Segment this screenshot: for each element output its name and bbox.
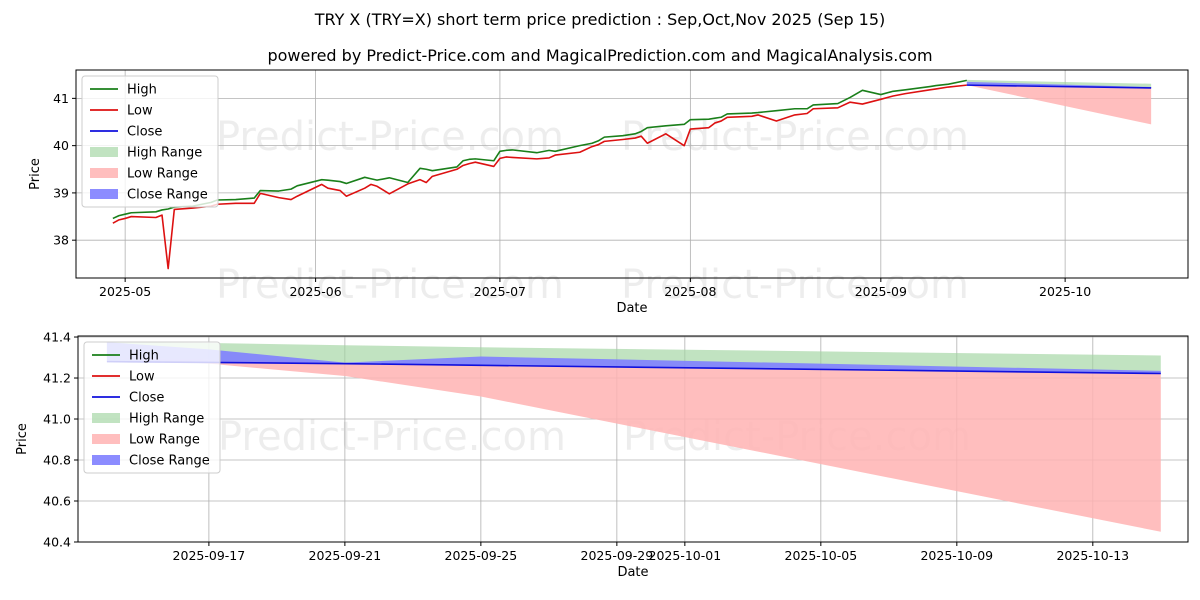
legend-swatch — [92, 455, 120, 465]
legend-label: Close — [127, 125, 162, 140]
y-tick-label: 39 — [53, 185, 69, 200]
y-tick-label: 40.6 — [43, 494, 71, 509]
y-tick-label: 41 — [53, 91, 69, 106]
legend-swatch — [90, 168, 118, 178]
watermark-text: Predict-Price.com — [621, 114, 969, 160]
legend-label: Low Range — [129, 433, 200, 448]
x-tick-label: 2025-09-21 — [309, 548, 382, 563]
plot-frame — [75, 69, 1189, 279]
y-tick-label: 40 — [53, 138, 69, 153]
x-tick-label: 2025-09 — [855, 284, 907, 299]
legend-label: Low — [127, 104, 153, 119]
y-axis-label: Price — [28, 158, 43, 190]
close-range-band — [106, 342, 1161, 374]
legend-label: High Range — [129, 412, 204, 427]
x-tick-label: 2025-09-29 — [581, 548, 654, 563]
legend-label: Close — [129, 391, 164, 406]
x-tick-label: 2025-09-17 — [173, 548, 246, 563]
legend-label: Close Range — [129, 454, 210, 469]
legend-label: Low Range — [127, 167, 198, 182]
x-tick-label: 2025-10 — [1039, 284, 1091, 299]
x-axis-label: Date — [616, 301, 647, 316]
legend: High Low Close High Range Low Range Close Ran… — [81, 75, 219, 208]
legend-label: Close Range — [127, 188, 208, 203]
x-tick-label: 2025-10-01 — [649, 548, 722, 563]
x-axis-label: Date — [617, 565, 648, 580]
y-tick-label: 40.8 — [43, 453, 71, 468]
top-plot-area — [112, 79, 1152, 270]
legend-label: High — [127, 83, 157, 98]
y-tick-label: 38 — [53, 233, 69, 248]
y-tick-label: 41.4 — [43, 330, 71, 345]
y-tick-label: 41.2 — [43, 371, 71, 386]
close-forecast-line — [966, 84, 1152, 89]
legend-label: High Range — [127, 146, 202, 161]
legend: High Low Close High Range Low Range Close Ran… — [83, 341, 221, 474]
close-range-band — [966, 81, 1152, 88]
x-tick-label: 2025-10-09 — [920, 548, 993, 563]
watermark-text: Predict-Price.com — [216, 114, 564, 160]
watermark-text: Predict-Price.com — [621, 262, 969, 308]
plot-frame — [77, 335, 1189, 543]
high-series-line — [112, 79, 967, 220]
x-tick-label: 2025-09-25 — [445, 548, 518, 563]
legend-swatch — [92, 413, 120, 423]
low-range-band — [966, 84, 1152, 125]
y-tick-label: 41.0 — [43, 412, 71, 427]
x-tick-label: 2025-07 — [474, 284, 526, 299]
low-range-band — [106, 357, 1161, 532]
x-tick-label: 2025-05 — [99, 284, 151, 299]
chart-title: TRY X (TRY=X) short term price predictio… — [314, 10, 886, 29]
x-tick-label: 2025-08 — [664, 284, 716, 299]
legend-swatch — [90, 147, 118, 157]
y-axis-label: Price — [15, 423, 30, 455]
low-series-line — [112, 84, 967, 270]
chart-subtitle: powered by Predict-Price.com and Magical… — [267, 46, 933, 65]
x-tick-label: 2025-10-13 — [1056, 548, 1129, 563]
legend-label: High — [129, 349, 159, 364]
legend-label: Low — [129, 370, 155, 385]
watermark-text: Predict-Price.com — [218, 414, 566, 460]
x-tick-label: 2025-10-05 — [785, 548, 858, 563]
legend-swatch — [92, 434, 120, 444]
y-tick-label: 40.4 — [43, 535, 71, 550]
bottom-panel: Predict-Price.comPredict-Price.com2025-0… — [15, 330, 1189, 580]
watermark-text: Predict-Price.com — [216, 262, 564, 308]
top-panel: Predict-Price.com Predict-Price.com Predic… — [28, 69, 1189, 316]
x-tick-label: 2025-06 — [289, 284, 341, 299]
legend-swatch — [90, 189, 118, 199]
